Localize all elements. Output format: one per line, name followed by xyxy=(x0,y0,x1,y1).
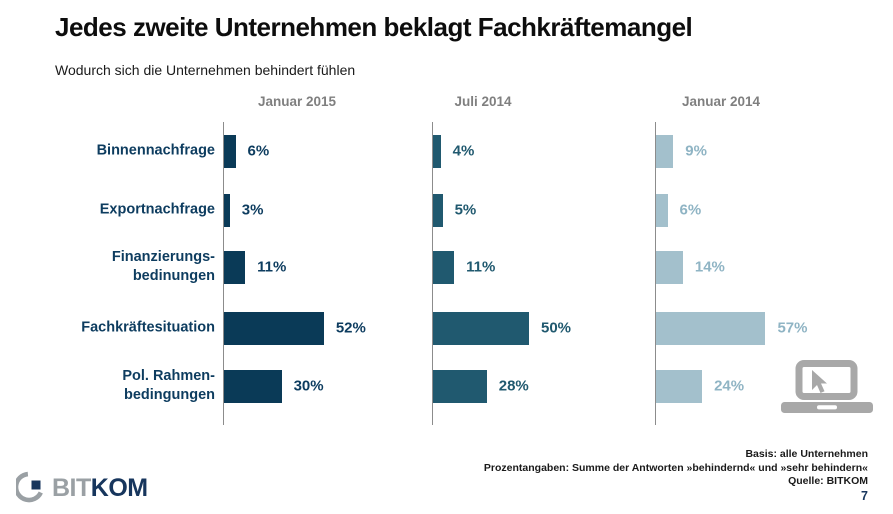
bar-value-label: 4% xyxy=(452,142,475,160)
axis-line xyxy=(655,122,656,425)
bar xyxy=(656,193,668,227)
logo-text-kom: KOM xyxy=(90,473,148,502)
bar-value-label: 11% xyxy=(257,258,287,276)
bar-value-label: 9% xyxy=(685,142,707,160)
category-label: Fachkräftesituation xyxy=(81,319,215,336)
chart-subtitle: Wodurch sich die Unternehmen behindert f… xyxy=(55,62,356,78)
bar-value-label: 11% xyxy=(466,258,496,276)
footer-note-basis: Basis: alle Unternehmen xyxy=(745,448,868,460)
bar-value-label: 52% xyxy=(335,319,366,337)
bar xyxy=(433,134,441,168)
page-number: 7 xyxy=(861,489,868,503)
bar xyxy=(224,134,236,168)
page-title: Jedes zweite Unternehmen beklagt Fachkrä… xyxy=(55,12,693,42)
bar-value-label: 14% xyxy=(694,258,725,276)
bitkom-logo: BITKOM xyxy=(16,466,148,510)
bar-value-label: 6% xyxy=(247,142,270,160)
footer-note-quelle: Quelle: BITKOM xyxy=(788,475,868,487)
bar-value-label: 3% xyxy=(241,201,264,219)
bar xyxy=(224,311,324,345)
bar xyxy=(433,311,529,345)
category-label: Binnennachfrage xyxy=(96,142,215,159)
bar-value-label: 30% xyxy=(293,377,324,395)
bar xyxy=(224,193,230,227)
series-header: Juli 2014 xyxy=(454,94,512,109)
bitkom-logo-mark-icon xyxy=(16,471,43,503)
bar-value-label: 28% xyxy=(498,377,529,395)
bar-value-label: 57% xyxy=(777,319,808,337)
bar xyxy=(656,311,766,345)
bar xyxy=(656,369,703,403)
bar xyxy=(656,134,674,168)
bar xyxy=(224,250,246,284)
bar-value-label: 50% xyxy=(541,319,572,337)
axis-line xyxy=(223,122,224,425)
bitkom-logo-text: BITKOM xyxy=(52,474,148,503)
bar xyxy=(224,369,282,403)
logo-text-bit: BIT xyxy=(52,473,91,502)
bar xyxy=(433,250,455,284)
category-label: Exportnachfrage xyxy=(99,201,215,218)
series-header: Januar 2014 xyxy=(681,94,761,109)
bar xyxy=(656,250,683,284)
axis-line xyxy=(432,122,433,425)
bar-value-label: 5% xyxy=(454,201,477,219)
series-header: Januar 2015 xyxy=(257,94,337,109)
category-label: Pol. Rahmen- bedingungen xyxy=(122,368,215,403)
bar xyxy=(433,193,443,227)
footer-notes: Basis: alle Unternehmen Prozentangaben: … xyxy=(484,448,868,489)
bar-value-label: 24% xyxy=(714,377,745,395)
footer-note-prozentangaben: Prozentangaben: Summe der Antworten »beh… xyxy=(483,461,868,474)
bar-value-label: 6% xyxy=(679,201,702,219)
category-label: Finanzierungs- bedinungen xyxy=(111,249,215,284)
bar xyxy=(433,369,487,403)
